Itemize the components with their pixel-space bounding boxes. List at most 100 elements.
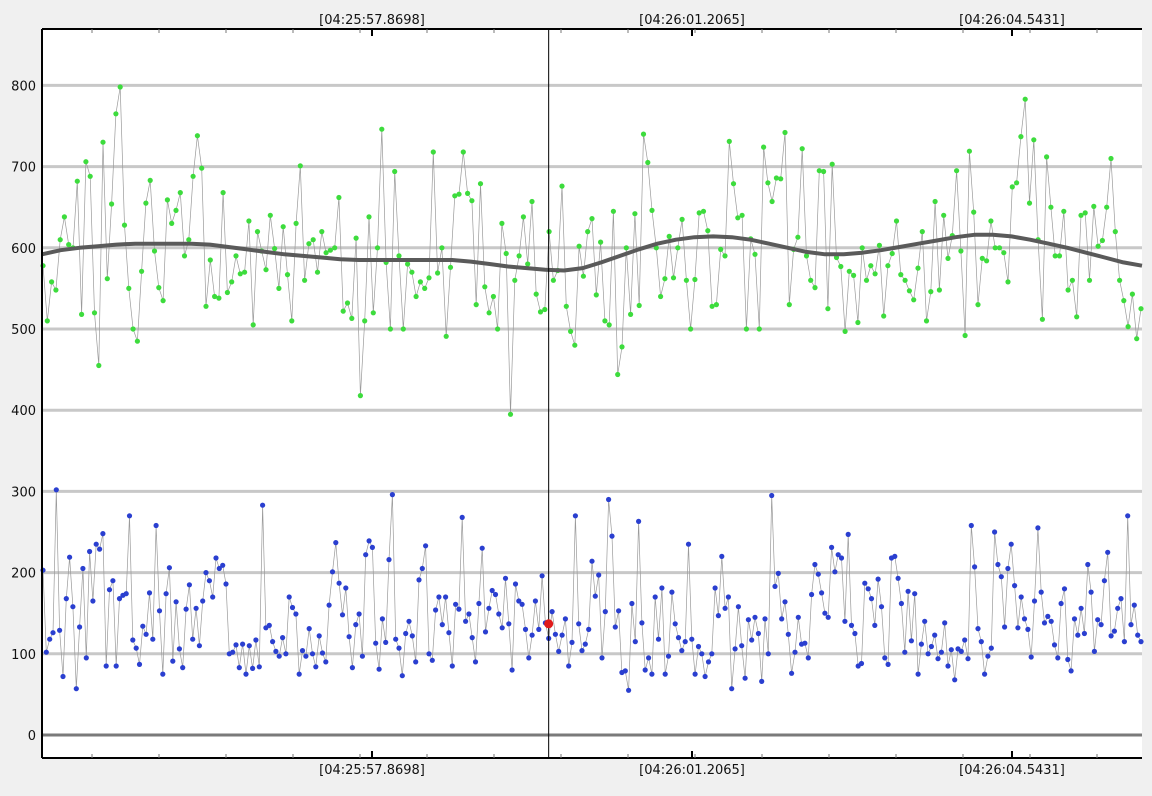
series-0-point	[568, 328, 574, 334]
series-0-point	[846, 268, 852, 274]
series-0-point	[923, 318, 930, 324]
series-0-point	[233, 253, 239, 259]
series-1-point	[193, 605, 199, 611]
series-1-point	[1055, 655, 1061, 661]
series-0-point	[160, 298, 166, 304]
series-1-point	[409, 633, 415, 639]
series-0-point	[816, 168, 822, 174]
series-1-point	[87, 548, 93, 555]
x-tick-label-bottom: [04:25:57.8698]	[319, 763, 425, 778]
series-0-point	[499, 220, 505, 226]
series-0-point	[898, 272, 904, 278]
series-0-point	[327, 247, 333, 253]
cursor[interactable]	[544, 29, 554, 758]
series-0-point	[696, 210, 702, 216]
series-1-point	[266, 622, 272, 629]
series-1-point	[50, 630, 56, 636]
series-0-point	[507, 411, 514, 417]
series-1-point	[486, 605, 492, 611]
y-tick-label-800: 800	[11, 79, 36, 94]
series-1-point	[752, 614, 758, 620]
series-0-point	[1056, 253, 1063, 259]
series-0-point	[374, 245, 381, 251]
series-1-point	[1065, 656, 1071, 663]
series-1-point	[566, 663, 572, 669]
series-1-point	[995, 561, 1001, 568]
series-0-point	[628, 311, 634, 317]
series-0-point	[1091, 203, 1097, 209]
series-1-point	[612, 624, 618, 630]
series-0-point	[512, 277, 518, 283]
series-0-point	[915, 265, 921, 271]
series-1-point	[695, 643, 702, 650]
series-0-point	[57, 237, 63, 243]
series-0-point	[387, 326, 393, 332]
series-1-point	[539, 573, 545, 579]
series-1-point	[196, 643, 202, 649]
series-1-point	[413, 659, 419, 665]
series-1-point	[506, 621, 512, 627]
series-0-point	[267, 212, 273, 218]
series-0-point	[1086, 277, 1093, 283]
series-1-point	[130, 637, 136, 643]
series-1-point	[1028, 654, 1034, 660]
series-1-point	[339, 612, 346, 618]
series-1-point	[715, 613, 722, 619]
series-1-point	[765, 651, 771, 657]
series-1-point	[459, 514, 465, 521]
series-1-point	[443, 594, 449, 600]
series-0-point	[842, 328, 848, 334]
series-1-point	[270, 639, 276, 645]
series-0-point	[66, 242, 72, 248]
series-1-point	[699, 651, 705, 657]
y-tick-label-200: 200	[11, 567, 36, 582]
series-1-point	[845, 531, 851, 538]
series-0-point	[349, 315, 355, 321]
series-1-point	[945, 663, 951, 669]
x-tick-label-top: [04:26:01.2065]	[639, 13, 745, 28]
series-1-point	[1045, 613, 1051, 620]
series-1-point	[629, 600, 635, 607]
cursor-marker[interactable]	[544, 619, 554, 629]
series-1-point	[742, 675, 748, 681]
series-0-point	[151, 248, 158, 254]
series-0-point	[91, 310, 98, 316]
series-1-point	[858, 660, 865, 667]
series-1-point	[293, 611, 299, 617]
series-0-point	[559, 183, 565, 189]
series-1-point	[692, 671, 698, 677]
series-0-point	[254, 229, 261, 235]
series-1-point	[665, 653, 672, 659]
series-0-point	[1048, 204, 1054, 210]
series-1-point	[988, 645, 994, 651]
series-1-point	[1018, 594, 1024, 600]
series-1-point	[759, 678, 765, 685]
series-1-point	[749, 637, 755, 643]
series-1-point	[596, 572, 602, 578]
series-1-point	[586, 626, 592, 633]
series-1-point	[968, 522, 974, 529]
series-1-point	[133, 645, 139, 651]
series-0-point	[306, 241, 312, 247]
series-0-point	[1134, 336, 1140, 342]
series-0-point	[49, 279, 55, 285]
series-0-point	[705, 228, 711, 234]
x-tick-label-bottom: [04:26:04.5431]	[959, 763, 1065, 778]
series-1-point	[116, 596, 123, 602]
series-1-point	[898, 600, 905, 607]
series-0-point	[1125, 324, 1131, 330]
series-0-point	[280, 224, 286, 230]
series-1-point	[609, 533, 615, 539]
series-1-point	[965, 656, 971, 662]
series-0-point	[863, 277, 870, 283]
series-1-point	[250, 665, 256, 672]
series-1-point	[868, 596, 875, 602]
series-1-point	[303, 653, 309, 659]
series-0-point	[284, 272, 291, 278]
series-0-point	[992, 245, 998, 251]
series-1-point	[47, 636, 53, 642]
series-1-point	[1075, 632, 1081, 638]
series-0-point	[83, 159, 89, 165]
